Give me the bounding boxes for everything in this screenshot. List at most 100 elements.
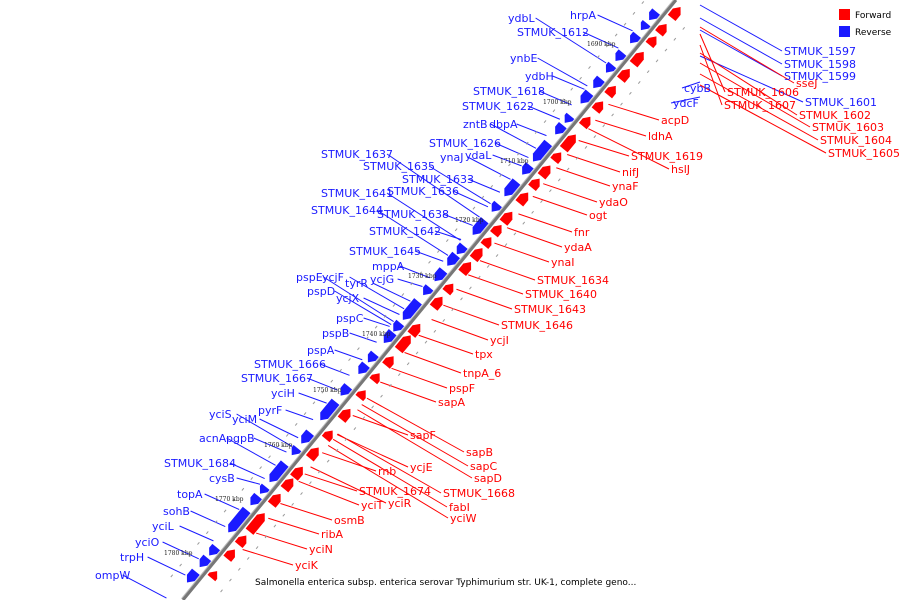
gap-dash	[344, 437, 348, 441]
gap-dash	[534, 130, 538, 134]
leader-line	[380, 381, 437, 403]
reverse-gene-label: STMUK_1622	[462, 100, 534, 113]
gap-dash	[415, 351, 419, 355]
gap-dash	[268, 455, 271, 459]
gap-dash	[490, 184, 494, 188]
backbone	[181, 0, 678, 600]
leader-line	[699, 26, 795, 84]
gap-dash	[605, 44, 609, 48]
forward-gene-block	[290, 466, 303, 481]
legend-forward-label: Forward	[855, 11, 891, 21]
gap-dash	[655, 59, 659, 63]
reverse-gene-label: ycjX	[336, 292, 360, 305]
forward-gene-label: STMUK_1640	[525, 288, 597, 301]
leader-line	[582, 31, 619, 49]
gap-dash	[197, 541, 200, 545]
leader-line	[428, 165, 491, 205]
forward-gene-label: fabI	[449, 501, 470, 514]
leader-line	[372, 282, 411, 302]
reverse-gene-label: ydaL	[465, 149, 492, 162]
reverse-gene-block	[532, 139, 553, 162]
forward-gene-label: tnpA_6	[463, 367, 501, 380]
gap-dash	[588, 66, 591, 69]
gene-labels: ydbL hrpA STMUK_1612 ynbE ydbH STMUK_1618 STMU…	[95, 9, 900, 582]
gap-dash	[433, 329, 437, 333]
gap-dash	[339, 368, 342, 372]
gap-dash	[504, 243, 508, 247]
leader-line	[456, 288, 513, 310]
forward-gene-block	[267, 493, 281, 508]
leader-line	[190, 510, 226, 527]
reverse-gene-label: STMUK_1667	[241, 372, 313, 385]
leader-line	[556, 167, 611, 187]
reverse-gene-label: pspA	[307, 344, 335, 357]
gap-dash	[188, 552, 191, 556]
gap-dash	[611, 113, 614, 117]
forward-gene-block	[394, 335, 411, 354]
gap-dash	[237, 567, 241, 571]
leader-line	[681, 81, 701, 89]
reverse-gene-label: topA	[177, 488, 203, 501]
gap-dash	[593, 135, 597, 139]
forward-gene-label: STMUK_1604	[820, 134, 892, 147]
forward-gene-block	[369, 373, 380, 385]
leader-line	[327, 444, 449, 519]
reverse-gene-label: STMUK_1626	[429, 137, 501, 150]
gap-dash	[371, 405, 374, 409]
forward-gene-label: STMUK_1634	[537, 274, 609, 287]
forward-gene-label: STMUK_1619	[631, 150, 703, 163]
gap-dash	[300, 492, 303, 496]
forward-gene-block	[591, 101, 604, 114]
reverse-gene-block	[447, 251, 461, 266]
gap-dash	[646, 70, 650, 74]
gap-dash	[525, 141, 529, 145]
kbp-tick-label: 1710 kbp	[500, 158, 529, 165]
leader-line	[431, 319, 489, 341]
leader-line	[361, 404, 469, 467]
kbp-tick-label: 1690 kbp	[587, 41, 616, 48]
leader-line	[535, 17, 607, 64]
reverse-gene-block	[259, 483, 270, 494]
reverse-gene-label: cybB	[684, 82, 711, 95]
reverse-gene-block	[564, 112, 575, 123]
gap-dash	[397, 373, 401, 377]
leader-line	[699, 44, 723, 106]
forward-gene-block	[550, 152, 562, 164]
reverse-gene-label: STMUK_1642	[369, 225, 441, 238]
leader-line	[490, 123, 537, 149]
leader-line	[310, 466, 387, 504]
forward-gene-block	[207, 571, 218, 582]
reverse-gene-block	[456, 242, 468, 255]
gap-dash	[317, 470, 321, 474]
forward-gene-block	[559, 134, 576, 153]
leader-line	[468, 274, 524, 295]
reverse-gene-label: cysB	[209, 472, 235, 485]
leader-line	[467, 178, 501, 193]
reverse-gene-label: yciO	[135, 536, 160, 549]
reverse-gene-label: yciH	[271, 387, 295, 400]
reverse-gene-block	[434, 267, 448, 282]
leader-line	[506, 227, 563, 248]
gap-dash	[220, 589, 223, 593]
reverse-gene-label: yciL	[152, 520, 175, 533]
leader-line	[467, 156, 511, 180]
legend-reverse-swatch	[839, 26, 850, 37]
gap-dash	[540, 200, 543, 203]
forward-gene-label: ycjE	[410, 461, 433, 474]
forward-gene-label: yciR	[388, 497, 412, 510]
forward-gene-label: STMUK_1606	[727, 86, 799, 99]
forward-gene-block	[629, 51, 644, 68]
forward-gene-block	[321, 430, 333, 443]
gap-dash	[309, 481, 312, 485]
gap-dash	[463, 217, 467, 221]
gap-dash	[321, 390, 325, 394]
gap-dash	[454, 228, 458, 232]
gap-dash	[406, 362, 410, 366]
leader-line	[443, 304, 500, 326]
kbp-tick-label: 1740 kbp	[362, 331, 391, 338]
kbp-ticks: 1690 kbp 1700 kbp 1710 kbp 1720 kbp 1730 kbp…	[164, 41, 616, 557]
reverse-gene-block	[555, 121, 567, 135]
reverse-gene-block	[593, 75, 605, 89]
reverse-gene-label: ydbL	[508, 12, 535, 25]
gap-dash	[442, 318, 446, 322]
